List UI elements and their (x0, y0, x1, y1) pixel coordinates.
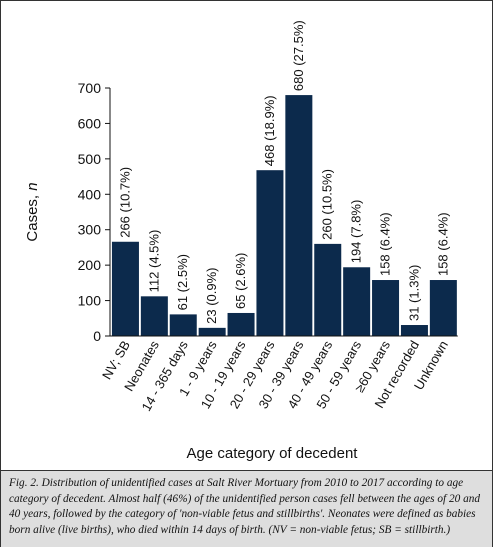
bar (111, 241, 139, 336)
bar (372, 280, 400, 336)
data-label: 158 (6.4%) (378, 212, 393, 276)
bar (227, 312, 255, 336)
bar (285, 95, 313, 336)
figure-caption: Fig. 2. Distribution of unidentified cas… (9, 477, 481, 536)
data-label: 23 (0.9%) (204, 267, 219, 323)
bar (343, 267, 371, 336)
bar (314, 243, 342, 336)
y-tick-label: 100 (78, 293, 102, 309)
data-label: 680 (27.5%) (291, 20, 306, 91)
y-tick-label: 300 (78, 222, 102, 238)
bar (429, 280, 457, 336)
bar-chart: 0 100 200 300 400 500 600 700 266 (10.7%) 112 (4… (24, 20, 458, 462)
data-label: 61 (2.5%) (175, 254, 190, 310)
y-tick-label: 200 (78, 257, 102, 273)
bar (140, 296, 168, 336)
bar (169, 314, 197, 336)
data-label: 112 (4.5%) (146, 230, 161, 293)
y-tick-label: 500 (78, 151, 102, 167)
y-tick-label: 700 (78, 80, 102, 96)
data-label: 266 (10.7%) (117, 167, 132, 238)
y-axis-label: Cases, n (24, 182, 41, 241)
data-label: 65 (2.6%) (233, 253, 248, 309)
data-label: 158 (6.4%) (435, 212, 450, 276)
bar (198, 327, 226, 336)
data-label: 194 (7.8%) (349, 200, 364, 264)
data-label: 260 (10.5%) (320, 169, 335, 240)
data-label: 468 (18.9%) (262, 95, 277, 166)
bar (400, 325, 428, 336)
y-axis-ticks: 0 100 200 300 400 500 600 700 (78, 80, 110, 344)
y-tick-label: 600 (78, 115, 102, 131)
data-label: 31 (1.3%) (406, 265, 421, 321)
x-axis-label: Age category of decedent (187, 445, 359, 462)
bar (256, 170, 284, 336)
data-labels: 266 (10.7%) 112 (4.5%) 61 (2.5%) 23 (0.9%) 6… (117, 20, 450, 324)
caption-box: Fig. 2. Distribution of unidentified cas… (1, 470, 492, 547)
y-tick-label: 0 (93, 328, 101, 344)
y-tick-label: 400 (78, 186, 102, 202)
bars (111, 95, 457, 336)
